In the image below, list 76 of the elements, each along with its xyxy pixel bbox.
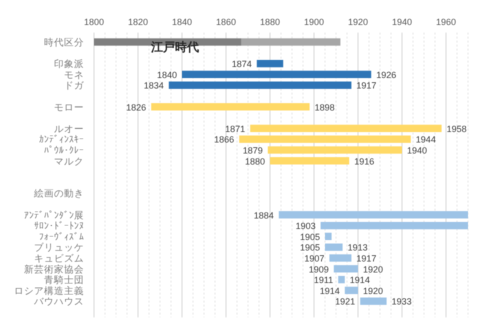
y-tick-label: ﾊﾟｳﾙ･ｸﾚｰ bbox=[44, 146, 84, 156]
bar bbox=[239, 136, 411, 143]
annotation: 1866 bbox=[214, 134, 234, 145]
x-tick-label: 1800 bbox=[84, 17, 104, 27]
data-label: 1958 bbox=[446, 124, 467, 134]
y-tick-label: キュビズム bbox=[34, 252, 84, 264]
bar bbox=[360, 298, 387, 305]
y-tick-label: モロー bbox=[54, 102, 84, 114]
bar bbox=[320, 222, 468, 230]
x-tick-label: 1920 bbox=[348, 17, 368, 27]
bar bbox=[151, 103, 310, 110]
data-label: 1914 bbox=[320, 286, 340, 296]
annotation: 1871 bbox=[225, 124, 246, 134]
data-label: 1944 bbox=[416, 134, 436, 145]
annotation: 1826 bbox=[126, 102, 146, 112]
bar bbox=[241, 38, 340, 46]
y-tick-label: ｱﾝﾃﾞﾊﾟﾝﾀﾞﾝ展 bbox=[24, 209, 84, 222]
y-tick-label: 時代区分 bbox=[44, 36, 84, 48]
data-label: 1926 bbox=[376, 70, 396, 80]
annotation: 1840 bbox=[156, 70, 177, 80]
y-tick-label: ルオー bbox=[54, 124, 84, 135]
bar bbox=[256, 60, 284, 68]
y-tick-label: ロシア構造主義 bbox=[14, 284, 84, 297]
annotation: 1884 bbox=[254, 210, 274, 220]
annotation: 1909 bbox=[308, 264, 329, 274]
annotation: 1907 bbox=[304, 254, 324, 264]
y-tick-label: 印象派 bbox=[54, 58, 84, 70]
x-tick-label: 1860 bbox=[216, 17, 236, 27]
data-label: 1940 bbox=[407, 146, 428, 156]
bar bbox=[270, 157, 350, 164]
annotation: 1879 bbox=[242, 146, 263, 156]
bar bbox=[329, 254, 352, 262]
y-tick-label: ブリュッケ bbox=[34, 242, 84, 254]
annotation: 1905 bbox=[300, 242, 320, 253]
data-label: 1917 bbox=[356, 254, 376, 264]
bar bbox=[278, 211, 468, 218]
y-tick-label: バウハウス bbox=[33, 296, 84, 308]
y-tick-label: ドガ bbox=[64, 80, 85, 92]
x-tick-label: 1960 bbox=[436, 17, 456, 27]
data-label: 1913 bbox=[348, 242, 368, 253]
bar bbox=[250, 124, 442, 132]
annotation: 1905 bbox=[300, 232, 320, 242]
y-tick-label: 新芸術家協会 bbox=[24, 263, 84, 276]
x-tick-label: 1820 bbox=[128, 17, 148, 27]
bar bbox=[182, 70, 372, 78]
y-tick-label: ｻﾛﾝ･ﾄﾞｰﾄﾝﾇ bbox=[34, 220, 84, 232]
annotation: 1834 bbox=[144, 80, 164, 91]
bar bbox=[338, 276, 345, 284]
y-tick-label: 絵画の動き bbox=[33, 188, 84, 200]
bar bbox=[344, 286, 358, 294]
annotation: 1880 bbox=[244, 156, 265, 166]
annotation: 1874 bbox=[232, 59, 252, 70]
data-label: 1920 bbox=[363, 286, 384, 296]
annotation: 1914 bbox=[350, 275, 370, 286]
bar bbox=[334, 265, 358, 272]
bar bbox=[325, 232, 332, 240]
y-tick-label: 青騎士団 bbox=[44, 274, 84, 286]
y-tick-label: モネ bbox=[64, 70, 84, 81]
x-tick-label: 1840 bbox=[172, 17, 192, 27]
x-tick-label: 1900 bbox=[304, 17, 324, 27]
y-tick-label: ｶﾝﾃﾞｨﾝｽｷｰ bbox=[39, 134, 84, 146]
data-label: 1917 bbox=[356, 80, 376, 91]
x-tick-label: 1940 bbox=[392, 17, 412, 27]
y-tick-label: ﾌｫｰｳﾞｨｽﾞﾑ bbox=[39, 230, 84, 243]
x-tick-label: 1880 bbox=[260, 17, 280, 27]
annotation: 1911 bbox=[314, 275, 334, 286]
bar bbox=[325, 244, 343, 251]
bar bbox=[268, 146, 402, 154]
data-label: 1933 bbox=[392, 296, 412, 307]
annotation: 1903 bbox=[296, 221, 316, 232]
data-label: 1898 bbox=[314, 102, 335, 112]
data-label: 1920 bbox=[363, 264, 384, 274]
y-tick-label: マルク bbox=[54, 156, 84, 168]
data-label: 1916 bbox=[354, 156, 374, 166]
annotation: 1921 bbox=[335, 296, 356, 307]
bar bbox=[168, 82, 352, 89]
